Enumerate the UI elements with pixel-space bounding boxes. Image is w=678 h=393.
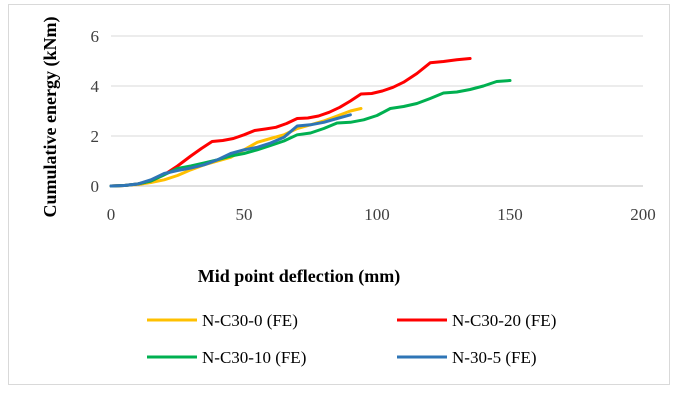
y-tick-label: 0 — [91, 177, 100, 196]
tick-labels: 0 2 4 6 0 50 100 150 200 — [91, 27, 656, 224]
chart-frame: 0 2 4 6 0 50 100 150 200 Mid point deflection (m… — [8, 4, 670, 385]
y-tick-label: 2 — [91, 127, 100, 146]
y-axis-title: Cumulative energy (kNm) — [40, 17, 61, 218]
legend-label-1: N-C30-0 (FE) — [202, 311, 298, 330]
series-line-2 — [109, 57, 472, 188]
series-line-3 — [109, 79, 512, 188]
y-tick-label: 4 — [91, 77, 100, 96]
y-tick-label: 6 — [91, 27, 100, 46]
gridlines — [111, 35, 643, 137]
series-lines — [109, 57, 512, 188]
x-tick-label: 50 — [236, 205, 253, 224]
legend: N-C30-0 (FE) N-C30-20 (FE) N-C30-10 (FE) N-… — [147, 311, 556, 367]
x-axis-title: Mid point deflection (mm) — [198, 266, 400, 287]
legend-label-3: N-C30-10 (FE) — [202, 348, 306, 367]
x-tick-label: 0 — [107, 205, 116, 224]
legend-label-4: N-30-5 (FE) — [452, 348, 537, 367]
series-line-4 — [109, 113, 352, 188]
legend-label-2: N-C30-20 (FE) — [452, 311, 556, 330]
x-tick-label: 150 — [497, 205, 523, 224]
x-tick-label: 200 — [630, 205, 656, 224]
x-tick-label: 100 — [364, 205, 390, 224]
line-chart: 0 2 4 6 0 50 100 150 200 Mid point deflection (m… — [40, 17, 656, 367]
series-line-1 — [109, 107, 363, 188]
